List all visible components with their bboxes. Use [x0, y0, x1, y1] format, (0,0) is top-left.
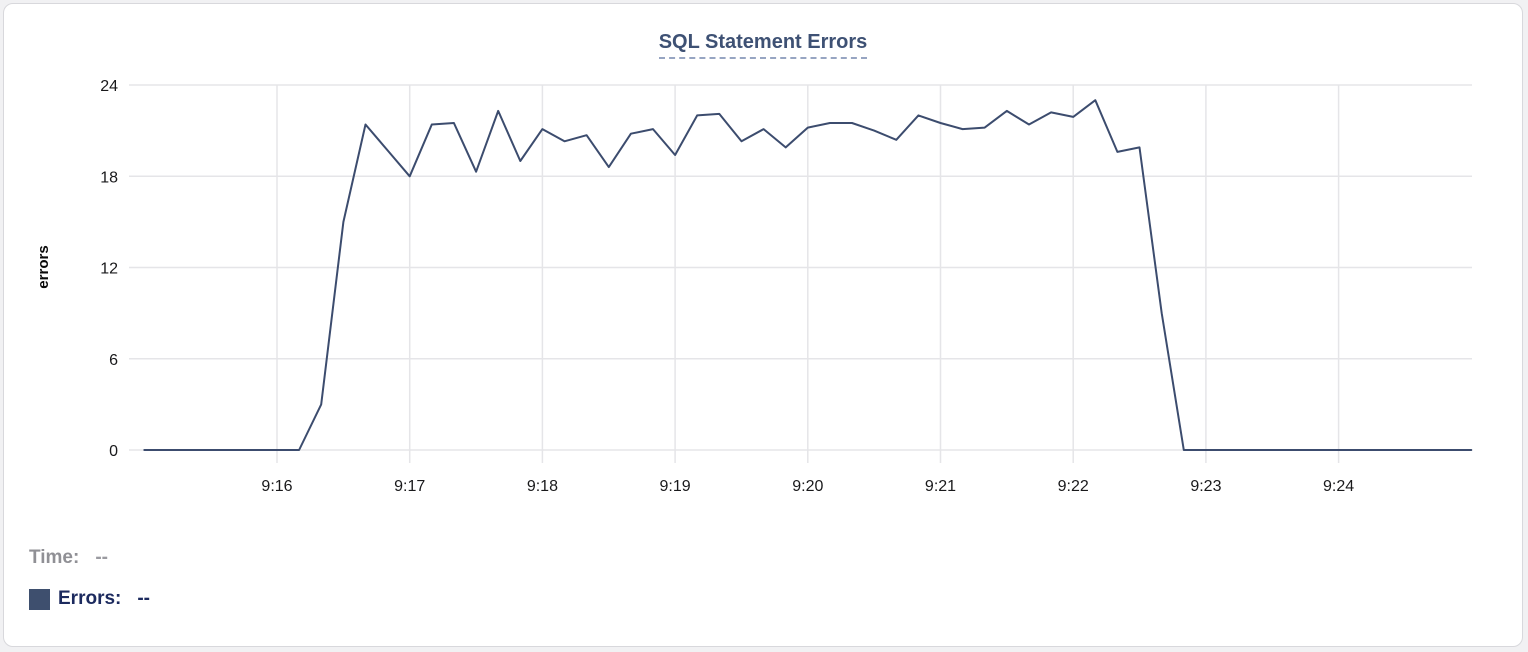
errors-value: --: [137, 588, 151, 609]
chart-card: SQL Statement Errors 0 6 12 18 24 9:16 9:17 9:1…: [3, 3, 1523, 647]
errors-series-line: [143, 99, 1473, 451]
y-axis-title: errors: [35, 245, 52, 288]
time-value: --: [95, 547, 108, 568]
x-tick-label: 9:23: [1190, 478, 1221, 495]
time-label: Time:: [29, 547, 80, 568]
chart-title[interactable]: SQL Statement Errors: [658, 31, 868, 59]
sql-statement-errors-chart[interactable]: 0 6 12 18 24 9:16 9:17 9:18 9:19 9:20 9:21 9:22 9:23…: [3, 3, 1523, 511]
y-tick-label: 6: [109, 352, 118, 369]
y-tick-label: 0: [109, 443, 118, 460]
x-tick-label: 9:19: [660, 478, 691, 495]
y-tick-label: 18: [100, 169, 118, 186]
crosshair-time-readout: Time: --: [29, 547, 108, 569]
chart-header: SQL Statement Errors: [4, 31, 1522, 59]
x-tick-label: 9:20: [792, 478, 823, 495]
errors-series-swatch: [29, 588, 50, 610]
x-tick-label: 9:22: [1058, 478, 1089, 495]
y-tick-label: 12: [100, 261, 118, 278]
y-tick-label: 24: [100, 78, 118, 95]
x-tick-label: 9:18: [527, 478, 558, 495]
x-tick-label: 9:17: [394, 478, 425, 495]
errors-series-readout: Errors: --: [29, 588, 150, 610]
errors-label: Errors:: [58, 588, 122, 609]
x-tick-label: 9:24: [1323, 478, 1354, 495]
x-tick-label: 9:16: [261, 478, 292, 495]
x-tick-label: 9:21: [925, 478, 956, 495]
